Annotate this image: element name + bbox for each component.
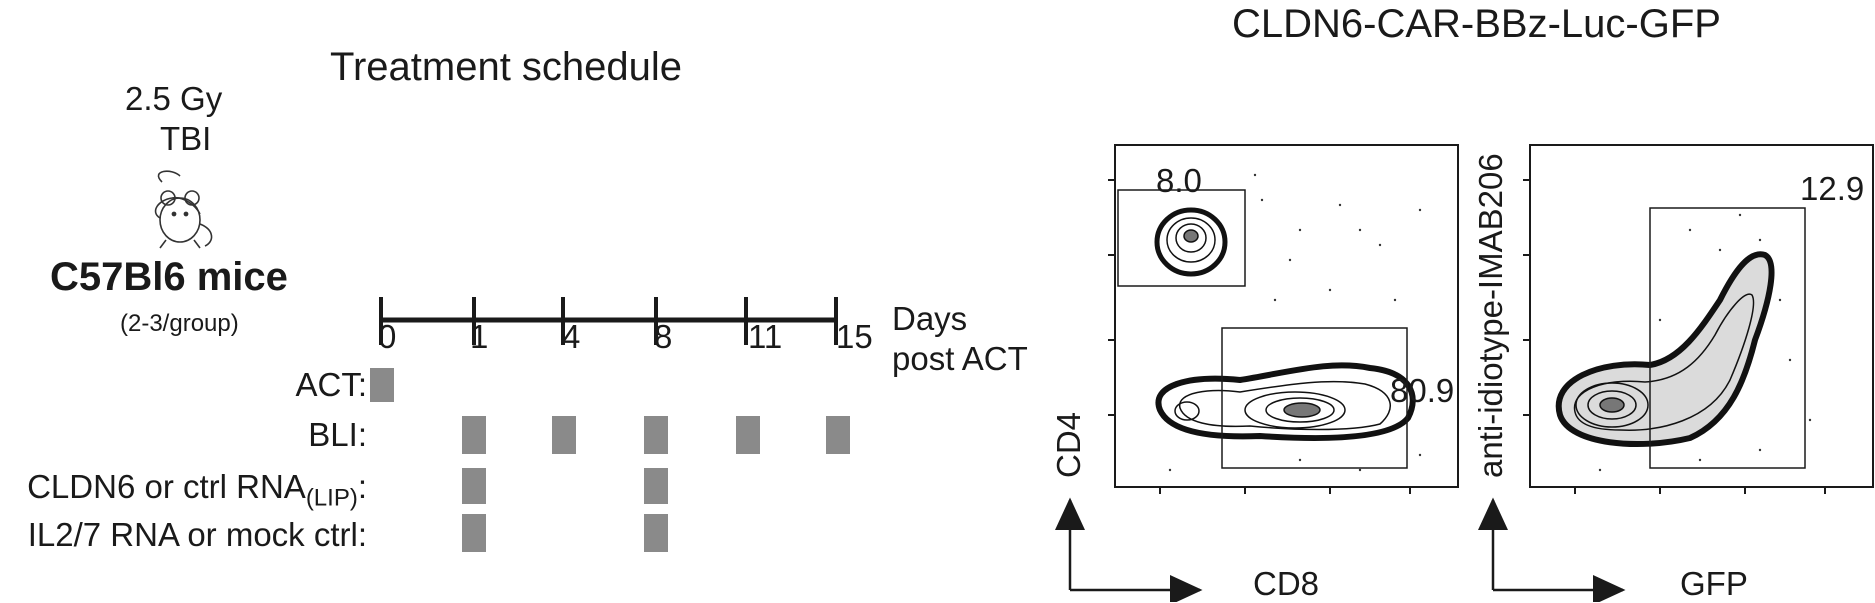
plot1 [1055, 144, 1459, 602]
row-label-il27: IL2/7 RNA or mock ctrl: [27, 516, 367, 553]
bli-mark-day-1 [462, 416, 486, 454]
day-label-15: 15 [836, 318, 873, 355]
day-label-4: 4 [562, 318, 581, 355]
row-label-cldn6-text: CLDN6 or ctrl RNA [27, 468, 306, 505]
timeline-ticks [379, 297, 838, 345]
plot1-gate-cd4 [1117, 189, 1246, 287]
day-label-0: 0 [378, 318, 397, 355]
row-label-cldn6-suffix: : [357, 468, 367, 505]
cldn6-mark-day-1 [462, 468, 486, 504]
plot1-y-label: CD4 [1050, 411, 1087, 478]
mouse-strain-label: C57Bl6 mice [50, 255, 288, 299]
row-label-bli: BLI: [308, 416, 367, 453]
day-label-1: 1 [470, 318, 489, 355]
row-label-act: ACT: [295, 366, 367, 403]
row-label-cldn6: CLDN6 or ctrl RNA(LIP): [27, 468, 367, 513]
plot2-population [1555, 251, 1775, 448]
plot2-y-label: anti-idiotype-IMAB206 [1472, 153, 1509, 478]
bli-mark-day-8 [644, 416, 668, 454]
act-mark-day-0 [370, 368, 394, 402]
plot2 [1478, 144, 1874, 602]
plot2-x-label: GFP [1680, 565, 1748, 602]
bli-mark-day-4 [552, 416, 576, 454]
plot2-gate-car [1649, 207, 1806, 469]
group-size-label: (2-3/group) [120, 310, 239, 337]
plot1-gate-cd4-value: 8.0 [1156, 162, 1202, 199]
plot1-cd4-population [1154, 207, 1228, 277]
schedule-marks [370, 368, 850, 552]
bli-mark-day-11 [736, 416, 760, 454]
plot1-cd8-population [1155, 362, 1416, 442]
plot2-gate-car-value: 12.9 [1800, 170, 1865, 207]
plot1-x-label: CD8 [1253, 565, 1320, 602]
dose-label: 2.5 Gy [125, 80, 223, 117]
plot1-gate-cd8-value: 80.9 [1390, 372, 1455, 409]
dose-type-label: TBI [160, 120, 212, 157]
mouse-icon [154, 170, 213, 249]
plot1-frame [1114, 144, 1459, 488]
bli-mark-day-15 [826, 416, 850, 454]
row-label-cldn6-subscript: (LIP) [305, 484, 358, 512]
timeline-unit-days: Days [892, 300, 968, 337]
timeline-unit-post-act: post ACT [892, 340, 1028, 377]
plot1-gate-cd8 [1221, 327, 1408, 469]
day-label-8: 8 [654, 318, 673, 355]
plot2-frame [1529, 144, 1874, 488]
schedule-title: Treatment schedule [330, 45, 683, 89]
cldn6-mark-day-8 [644, 468, 668, 504]
il27-mark-day-8 [644, 514, 668, 552]
day-label-11: 11 [748, 318, 783, 355]
il27-mark-day-1 [462, 514, 486, 552]
flow-title: CLDN6-CAR-BBz-Luc-GFP [1232, 2, 1721, 46]
